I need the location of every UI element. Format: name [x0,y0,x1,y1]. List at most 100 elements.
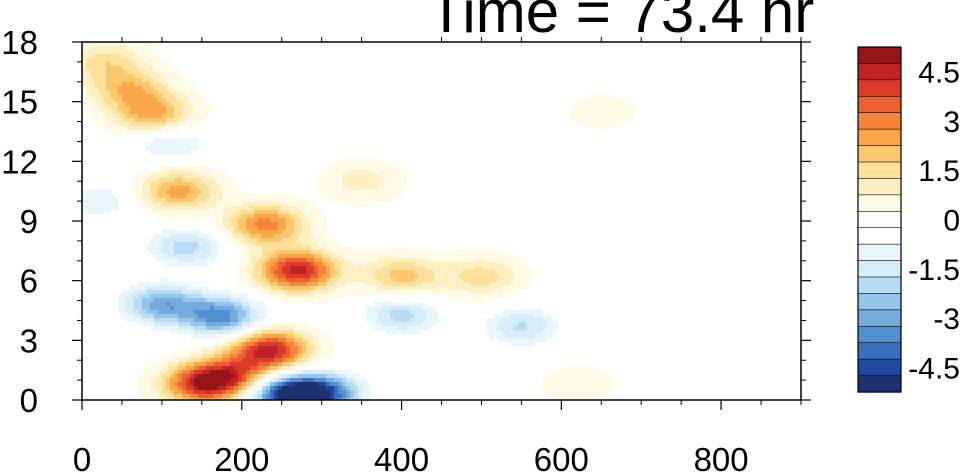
heatmap-cell [358,394,363,399]
heatmap-cell [154,66,159,71]
heatmap-cell [306,226,311,231]
heatmap-cell [310,234,315,239]
heatmap-cell [198,298,203,303]
heatmap-cell [238,230,243,235]
heatmap-cell [242,266,247,271]
heatmap-cell [166,374,171,379]
heatmap-cell [162,138,167,143]
heatmap-cell [590,398,595,400]
heatmap-cell [126,98,131,103]
heatmap-cell [82,102,87,107]
heatmap-cell [258,250,263,255]
heatmap-cell [306,286,311,291]
heatmap-cell [218,302,223,307]
heatmap-cell [490,326,495,331]
heatmap-cell [418,326,423,331]
heatmap-cell [370,266,375,271]
heatmap-cell [262,374,267,379]
heatmap-cell [354,190,359,195]
heatmap-cell [138,194,143,199]
heatmap-cell [222,346,227,351]
heatmap-cell [534,314,539,319]
heatmap-cell [406,286,411,291]
heatmap-cell [422,266,427,271]
heatmap-cell [174,386,179,391]
x-tick-label: 800 [694,441,749,473]
heatmap-cell [174,90,179,95]
heatmap-cell [350,182,355,187]
heatmap-cell [402,250,407,255]
heatmap-cell [618,106,623,111]
heatmap-cell [390,170,395,175]
heatmap-cell [266,290,271,295]
heatmap-cell [150,70,155,75]
heatmap-cell [554,322,559,327]
heatmap-cell [266,266,271,271]
heatmap-cell [142,306,147,311]
heatmap-cell [118,106,123,111]
heatmap-cell [178,378,183,383]
heatmap-cell [110,102,115,107]
heatmap-cell [158,298,163,303]
heatmap-cell [310,250,315,255]
heatmap-cell [546,374,551,379]
heatmap-cell [414,326,419,331]
heatmap-cell [210,334,215,339]
heatmap-cell [482,294,487,299]
heatmap-cell [214,342,219,347]
heatmap-cell [226,326,231,331]
heatmap-cell [158,190,163,195]
heatmap-cell [170,170,175,175]
heatmap-cell [198,106,203,111]
heatmap-cell [182,118,187,123]
heatmap-cell [198,202,203,207]
heatmap-cell [314,334,319,339]
heatmap-cell [470,290,475,295]
heatmap-cell [242,382,247,387]
heatmap-cell [442,258,447,263]
heatmap-cell [326,194,331,199]
heatmap-cell [258,202,263,207]
heatmap-cell [250,298,255,303]
heatmap-cell [162,114,167,119]
heatmap-cell [610,110,615,115]
heatmap-cell [242,250,247,255]
heatmap-cell [154,242,159,247]
heatmap-cell [226,314,231,319]
heatmap-cell [338,382,343,387]
heatmap-cell [546,318,551,323]
heatmap-cell [190,254,195,259]
heatmap-cell [450,278,455,283]
heatmap-cell [318,346,323,351]
heatmap-cell [354,186,359,191]
heatmap-cell [406,302,411,307]
heatmap-cell [158,110,163,115]
heatmap-cell [186,114,191,119]
heatmap-cell [214,390,219,395]
heatmap-cell [258,362,263,367]
heatmap-cell [150,282,155,287]
heatmap-cell [610,106,615,111]
heatmap-cell [310,398,315,400]
heatmap-cell [378,174,383,179]
heatmap-cell [366,182,371,187]
colorbar-box [857,309,902,327]
heatmap-cell [322,230,327,235]
heatmap-cell [254,370,259,375]
heatmap-cell [262,258,267,263]
heatmap-cell [242,306,247,311]
heatmap-cell [582,110,587,115]
heatmap-cell [294,286,299,291]
heatmap-cell [322,190,327,195]
heatmap-cell [206,110,211,115]
heatmap-cell [146,210,151,215]
heatmap-cell [378,274,383,279]
heatmap-cell [94,66,99,71]
heatmap-cell [474,278,479,283]
heatmap-cell [214,222,219,227]
heatmap-cell [194,94,199,99]
y-tick-label: 9 [20,203,38,240]
heatmap-cell [214,194,219,199]
heatmap-cell [154,146,159,151]
heatmap-cell [418,322,423,327]
